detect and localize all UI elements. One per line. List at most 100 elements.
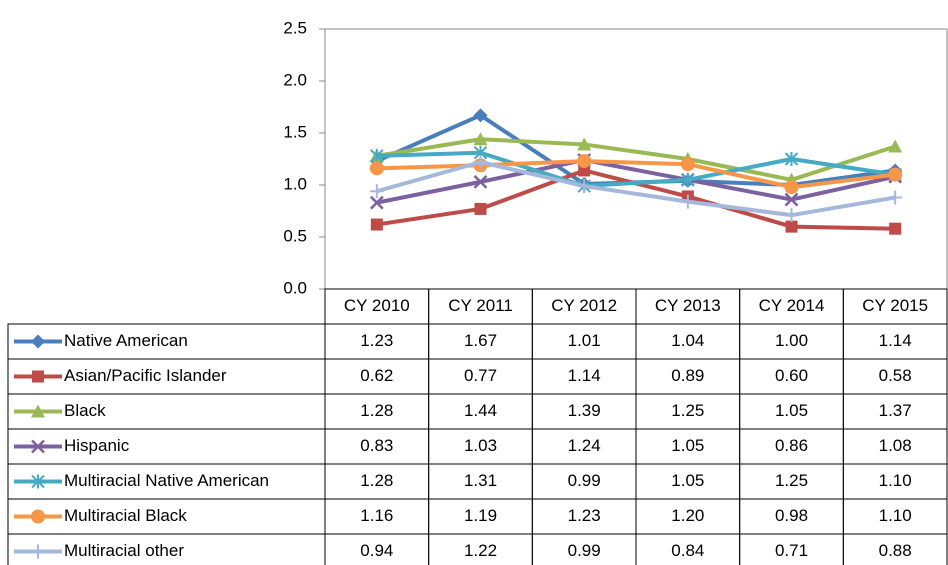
marker [370,148,384,163]
legend-key-marker [31,509,45,524]
legend-label: Multiracial Black [64,506,187,525]
y-tick-label: 2.5 [283,18,307,37]
legend-label: Hispanic [64,436,130,455]
marker [473,174,488,189]
table-value: 1.08 [879,436,912,455]
series-line [376,158,896,205]
table-value: 0.94 [360,541,393,560]
table-value: 0.71 [775,541,808,560]
marker [577,137,592,151]
table-value: 0.98 [775,506,808,525]
table-value: 0.99 [568,541,601,560]
table-value: 0.58 [879,366,912,385]
table-value: 1.25 [775,471,808,490]
table-value: 1.24 [568,436,601,455]
table-value: 1.39 [568,401,601,420]
marker [785,220,798,233]
table-cell [842,533,948,565]
y-tick-label: 1.0 [283,174,307,193]
table-value: 1.31 [464,471,497,490]
marker [578,164,591,177]
marker [888,139,903,153]
legend-key-marker [31,474,45,489]
table-value: 1.19 [464,506,497,525]
table-value: 1.05 [671,436,704,455]
marker [370,218,383,231]
table-value: 1.23 [568,506,601,525]
marker [577,179,592,194]
legend-key-marker [31,544,45,559]
marker [784,192,799,207]
table-value: 0.60 [775,366,808,385]
x-tick-label: CY 2015 [862,296,928,315]
table-value: 0.86 [775,436,808,455]
table-value: 1.14 [879,331,912,350]
legend-label: Multiracial other [64,541,184,560]
x-tick-label: CY 2013 [655,296,721,315]
x-tick-label: CY 2010 [344,296,410,315]
y-tick-label: 2.0 [283,70,307,89]
marker [369,184,384,199]
table-value: 1.28 [360,401,393,420]
y-tick-label: 0.0 [283,278,307,297]
marker [369,195,384,210]
legend-label: Asian/Pacific Islander [64,366,227,385]
marker [889,222,902,235]
table-value: 1.28 [360,471,393,490]
y-tick-label: 0.5 [283,226,307,245]
table-value: 1.16 [360,506,393,525]
marker [888,190,903,205]
table-value: 1.22 [464,541,497,560]
marker [680,157,695,172]
table-value: 1.67 [464,331,497,350]
legend-label: Native American [64,331,188,350]
table-value: 0.77 [464,366,497,385]
marker [681,172,695,187]
marker [784,180,799,195]
legend-key-marker [31,404,45,418]
legend-label: Black [64,401,106,420]
legend-key-marker [31,334,45,349]
y-tick-label: 1.5 [283,122,307,141]
legend-key-marker [31,439,45,454]
table-value: 0.88 [879,541,912,560]
legend-label: Multiracial Native American [64,471,269,490]
table-value: 1.01 [568,331,601,350]
table-value: 0.83 [360,436,393,455]
table-value: 1.05 [775,401,808,420]
marker [474,202,487,215]
table-value: 1.04 [671,331,704,350]
table-value: 0.84 [671,541,704,560]
table-value: 1.10 [879,471,912,490]
table-value: 0.99 [568,471,601,490]
table-value: 1.10 [879,506,912,525]
table-value: 1.23 [360,331,393,350]
table-value: 1.05 [671,471,704,490]
marker [473,108,488,123]
legend-key-marker [32,370,44,383]
series-line [376,168,896,231]
marker [680,194,695,209]
marker [888,167,903,182]
marker [784,208,799,223]
series-line [376,150,896,189]
table-value: 1.14 [568,366,601,385]
x-tick-label: CY 2014 [759,296,825,315]
marker [784,152,799,166]
marker [473,155,488,170]
marker [473,132,488,146]
table-value: 0.89 [671,366,704,385]
table-value: 1.03 [464,436,497,455]
series-line [376,137,896,182]
table-value: 1.25 [671,401,704,420]
table-value: 1.44 [464,401,497,420]
marker [577,154,592,169]
x-tick-label: CY 2012 [551,296,617,315]
table-value: 1.20 [671,506,704,525]
table-value: 0.62 [360,366,393,385]
table-value: 1.37 [879,401,912,420]
series-line [376,160,896,218]
x-tick-label: CY 2011 [448,296,513,315]
table-value: 1.00 [775,331,808,350]
